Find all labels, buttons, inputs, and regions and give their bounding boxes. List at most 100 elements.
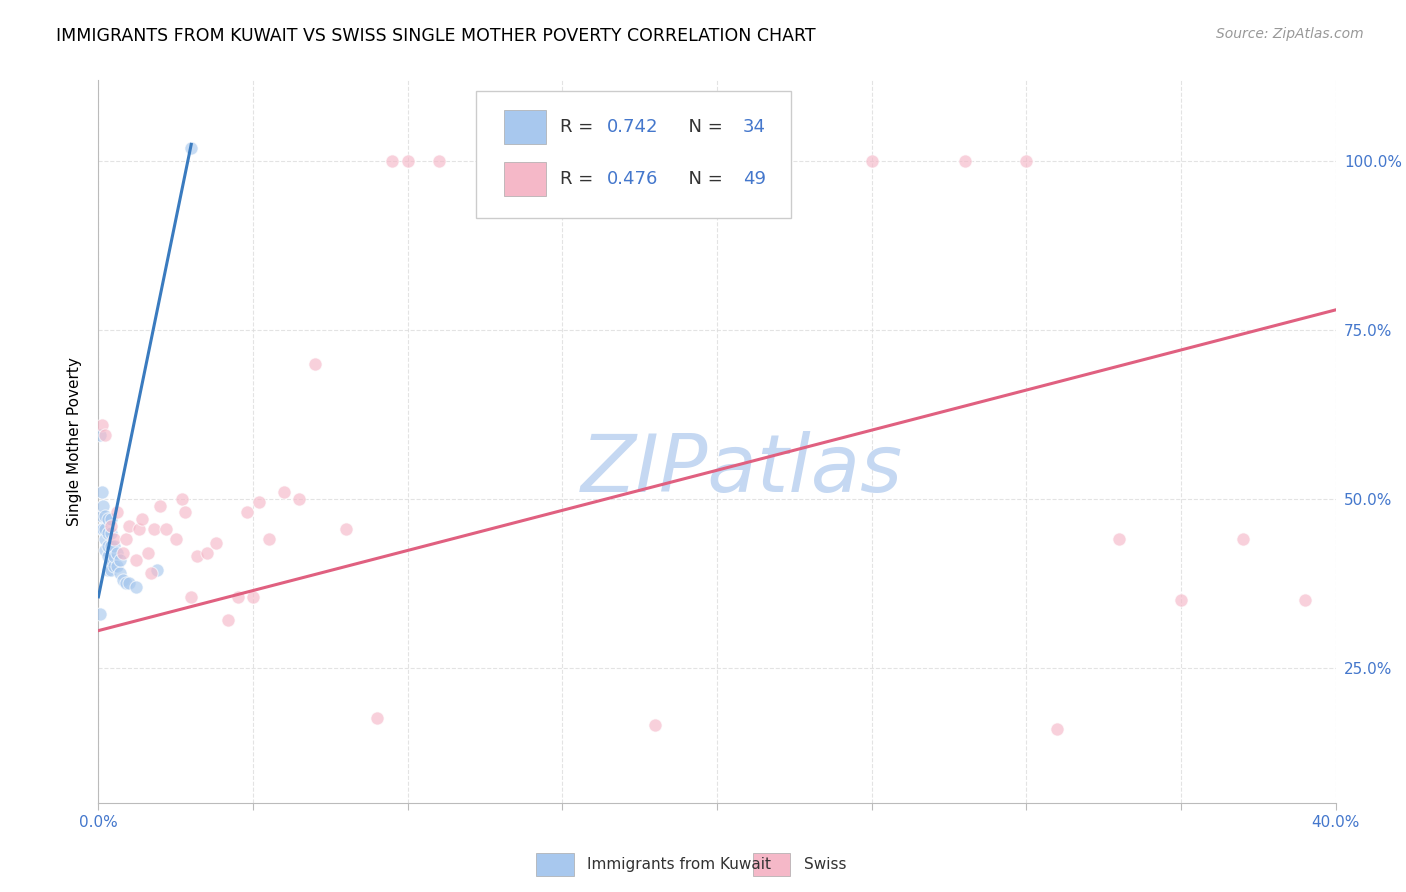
Point: [100, 539, 122, 553]
Point: [768, 154, 790, 169]
Point: [146, 563, 169, 577]
Point: [165, 533, 187, 547]
Text: Source: ZipAtlas.com: Source: ZipAtlas.com: [1216, 27, 1364, 41]
FancyBboxPatch shape: [754, 853, 790, 876]
FancyBboxPatch shape: [475, 91, 792, 218]
Point: [644, 718, 666, 732]
Point: [105, 505, 128, 519]
Point: [170, 491, 193, 506]
Point: [953, 154, 976, 169]
Point: [257, 533, 280, 547]
Point: [273, 485, 295, 500]
Point: [90, 522, 112, 536]
Point: [91, 522, 114, 536]
Point: [1294, 593, 1316, 607]
Point: [304, 357, 326, 371]
Point: [489, 154, 512, 169]
Point: [1232, 533, 1254, 547]
Point: [1015, 154, 1038, 169]
Text: 49: 49: [742, 170, 766, 188]
Point: [247, 495, 270, 509]
Point: [396, 154, 419, 169]
Point: [180, 141, 202, 155]
Point: [100, 563, 122, 577]
Point: [205, 536, 228, 550]
Text: 0.742: 0.742: [607, 119, 658, 136]
Point: [90, 485, 112, 500]
Text: N =: N =: [678, 119, 728, 136]
Point: [288, 491, 311, 506]
Point: [103, 539, 125, 553]
Point: [93, 522, 115, 536]
Point: [90, 417, 112, 432]
Point: [195, 546, 218, 560]
FancyBboxPatch shape: [537, 853, 574, 876]
Point: [115, 533, 138, 547]
Point: [217, 614, 239, 628]
Point: [103, 533, 125, 547]
Point: [112, 573, 135, 587]
Point: [1046, 722, 1069, 736]
Text: 34: 34: [742, 119, 766, 136]
Point: [381, 154, 404, 169]
Point: [131, 512, 153, 526]
Point: [118, 519, 141, 533]
Text: R =: R =: [560, 119, 599, 136]
Point: [97, 563, 120, 577]
Point: [97, 512, 120, 526]
Point: [100, 512, 122, 526]
Point: [180, 590, 202, 604]
Point: [93, 533, 115, 547]
Text: 0.476: 0.476: [607, 170, 658, 188]
Point: [100, 519, 122, 533]
Text: Swiss: Swiss: [804, 856, 846, 871]
Point: [118, 576, 141, 591]
Point: [226, 590, 249, 604]
Point: [100, 552, 122, 566]
Point: [100, 525, 122, 540]
Point: [105, 546, 128, 560]
FancyBboxPatch shape: [505, 162, 547, 196]
Point: [103, 549, 125, 564]
Point: [136, 546, 159, 560]
Point: [108, 566, 131, 581]
Point: [706, 154, 728, 169]
Point: [115, 576, 138, 591]
Point: [143, 522, 166, 536]
Point: [97, 549, 120, 564]
Point: [335, 522, 357, 536]
Text: R =: R =: [560, 170, 599, 188]
Point: [89, 427, 111, 442]
Text: IMMIGRANTS FROM KUWAIT VS SWISS SINGLE MOTHER POVERTY CORRELATION CHART: IMMIGRANTS FROM KUWAIT VS SWISS SINGLE M…: [56, 27, 815, 45]
Text: ZIPatlas: ZIPatlas: [581, 432, 903, 509]
Point: [242, 590, 264, 604]
Point: [139, 566, 162, 581]
Point: [1170, 593, 1192, 607]
Point: [186, 549, 208, 564]
Point: [124, 580, 146, 594]
Point: [105, 559, 128, 574]
Point: [366, 711, 388, 725]
Point: [97, 539, 120, 553]
Point: [103, 559, 125, 574]
FancyBboxPatch shape: [505, 111, 547, 145]
Point: [112, 546, 135, 560]
Point: [89, 607, 111, 621]
Point: [93, 427, 115, 442]
Point: [236, 505, 259, 519]
Point: [174, 505, 197, 519]
Point: [1108, 533, 1130, 547]
Point: [124, 552, 146, 566]
Point: [128, 522, 150, 536]
Point: [427, 154, 450, 169]
Point: [93, 542, 115, 557]
Point: [90, 508, 112, 523]
Point: [860, 154, 883, 169]
Point: [91, 499, 114, 513]
Point: [149, 499, 172, 513]
Point: [108, 552, 131, 566]
Point: [93, 508, 115, 523]
Text: N =: N =: [678, 170, 728, 188]
Text: Immigrants from Kuwait: Immigrants from Kuwait: [588, 856, 770, 871]
Point: [155, 522, 177, 536]
